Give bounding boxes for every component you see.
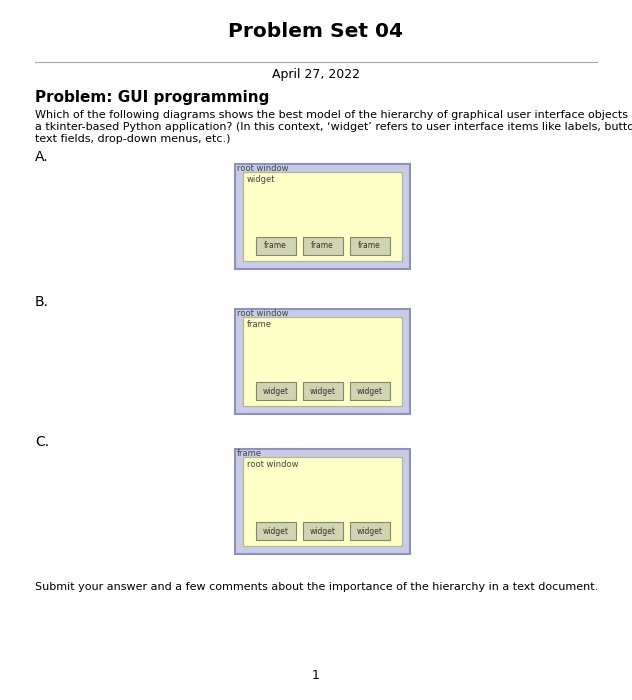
FancyBboxPatch shape xyxy=(303,237,343,255)
FancyBboxPatch shape xyxy=(243,317,402,406)
Text: widget: widget xyxy=(247,175,276,184)
FancyBboxPatch shape xyxy=(303,522,343,540)
Text: root window: root window xyxy=(237,309,288,318)
Text: frame: frame xyxy=(358,241,381,251)
FancyBboxPatch shape xyxy=(243,172,402,261)
Text: A.: A. xyxy=(35,150,49,164)
Text: Problem: GUI programming: Problem: GUI programming xyxy=(35,90,269,105)
Text: Problem Set 04: Problem Set 04 xyxy=(229,22,403,41)
FancyBboxPatch shape xyxy=(255,382,296,400)
Text: frame: frame xyxy=(237,449,262,458)
Text: C.: C. xyxy=(35,435,49,449)
Text: April 27, 2022: April 27, 2022 xyxy=(272,68,360,81)
Text: root window: root window xyxy=(237,164,288,173)
Text: widget: widget xyxy=(262,526,288,536)
FancyBboxPatch shape xyxy=(255,522,296,540)
Text: widget: widget xyxy=(310,526,336,536)
Text: widget: widget xyxy=(310,386,336,395)
FancyBboxPatch shape xyxy=(243,457,402,546)
Text: frame: frame xyxy=(247,320,272,329)
Text: text fields, drop-down menus, etc.): text fields, drop-down menus, etc.) xyxy=(35,134,231,144)
Text: a tkinter-based Python application? (In this context, ‘widget’ refers to user in: a tkinter-based Python application? (In … xyxy=(35,122,632,132)
Text: Submit your answer and a few comments about the importance of the hierarchy in a: Submit your answer and a few comments ab… xyxy=(35,582,599,592)
Text: B.: B. xyxy=(35,295,49,309)
FancyBboxPatch shape xyxy=(349,237,389,255)
FancyBboxPatch shape xyxy=(303,382,343,400)
Text: widget: widget xyxy=(262,386,288,395)
Text: 1: 1 xyxy=(312,669,320,682)
Text: root window: root window xyxy=(247,460,298,469)
FancyBboxPatch shape xyxy=(235,449,410,554)
FancyBboxPatch shape xyxy=(349,522,389,540)
FancyBboxPatch shape xyxy=(349,382,389,400)
FancyBboxPatch shape xyxy=(255,237,296,255)
FancyBboxPatch shape xyxy=(235,164,410,269)
Text: widget: widget xyxy=(356,386,382,395)
Text: frame: frame xyxy=(311,241,334,251)
FancyBboxPatch shape xyxy=(235,309,410,414)
Text: Which of the following diagrams shows the best model of the hierarchy of graphic: Which of the following diagrams shows th… xyxy=(35,110,632,120)
Text: frame: frame xyxy=(264,241,287,251)
Text: widget: widget xyxy=(356,526,382,536)
